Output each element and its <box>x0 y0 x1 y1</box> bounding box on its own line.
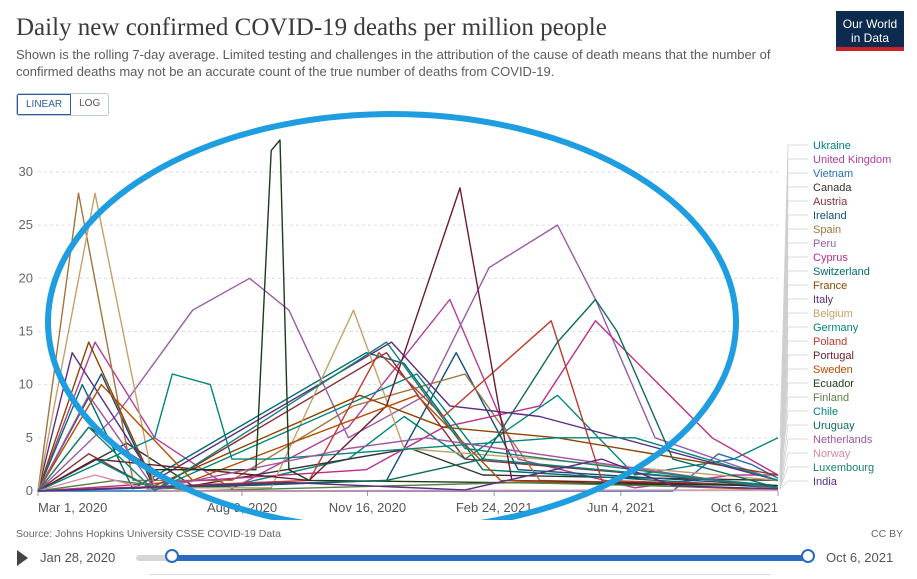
linear-scale-button[interactable]: LINEAR <box>17 94 72 115</box>
legend-item[interactable]: Cyprus <box>813 252 848 264</box>
legend-connector <box>779 438 808 489</box>
legend-item[interactable]: Luxembourg <box>813 462 874 474</box>
series-line-austria[interactable] <box>37 352 779 492</box>
tab-bar-divider <box>150 574 770 575</box>
timeline-end-handle[interactable] <box>801 549 815 563</box>
legend-item[interactable]: Belgium <box>813 308 853 320</box>
series-line-sweden[interactable] <box>37 383 779 492</box>
legend-item[interactable]: Spain <box>813 224 841 236</box>
series-line-luxembourg[interactable] <box>37 341 779 492</box>
legend-item[interactable]: Peru <box>813 238 836 250</box>
series-line-uruguay[interactable] <box>37 298 779 492</box>
timeline-end-label: Oct 6, 2021 <box>826 550 894 565</box>
legend-item[interactable]: Italy <box>813 294 834 306</box>
legend-item[interactable]: Ecuador <box>813 378 854 390</box>
series-line-india[interactable] <box>37 458 779 492</box>
line-chart: 0 5 10 15 20 25 30 Mar 1, 2020 Aug 9, 2020 Nov 1… <box>19 111 891 520</box>
legend-connector <box>779 312 808 481</box>
x-tick-label: Mar 1, 2020 <box>38 500 107 515</box>
legend-item[interactable]: Norway <box>813 448 851 460</box>
source-note: Source: Johns Hopkins University CSSE CO… <box>16 528 281 540</box>
legend-item[interactable]: Poland <box>813 336 847 348</box>
x-tick-label: Jun 4, 2021 <box>587 500 655 515</box>
y-tick-label: 15 <box>19 323 33 338</box>
legend-item[interactable]: France <box>813 280 847 292</box>
legend-item[interactable]: Ukraine <box>813 140 851 152</box>
owid-logo[interactable]: Our World in Data <box>836 11 904 51</box>
y-tick-label: 30 <box>19 164 33 179</box>
legend-item[interactable]: Vietnam <box>813 168 853 180</box>
x-axis-labels: Mar 1, 2020 Aug 9, 2020 Nov 16, 2020 Feb 24… <box>37 491 779 515</box>
legend-item[interactable]: Austria <box>813 196 848 208</box>
timeline-track-inactive[interactable] <box>136 555 172 561</box>
legend-item[interactable]: Switzerland <box>813 266 870 278</box>
logo-line-2: in Data <box>850 31 890 45</box>
legend-item[interactable]: Sweden <box>813 364 853 376</box>
series-line-peru[interactable] <box>37 224 779 492</box>
legend-connector <box>779 354 808 486</box>
legend-connector <box>779 424 808 488</box>
series-line-norway[interactable] <box>37 474 779 492</box>
legend-item[interactable]: India <box>813 476 838 488</box>
gridlines <box>38 171 778 492</box>
legend-connector <box>779 382 808 486</box>
series-line-cyprus[interactable] <box>37 320 779 492</box>
legend-connector <box>779 410 808 481</box>
series-lines <box>37 139 779 492</box>
legend-item[interactable]: United Kingdom <box>813 154 891 166</box>
log-scale-button[interactable]: LOG <box>79 98 101 109</box>
legend-connector <box>779 144 808 438</box>
legend: Ukraine United Kingdom Vietnam Canada Austri… <box>779 140 891 490</box>
series-line-belgium[interactable] <box>37 192 779 492</box>
scale-toggle: LINEAR LOG <box>16 93 110 116</box>
legend-connector <box>779 452 808 490</box>
legend-item[interactable]: Canada <box>813 182 852 194</box>
legend-item[interactable]: Finland <box>813 392 849 404</box>
y-tick-label: 5 <box>26 430 33 445</box>
chart-subtitle: Shown is the rolling 7-day average. Limi… <box>16 47 771 79</box>
y-axis-labels: 0 5 10 15 20 25 30 <box>19 164 33 498</box>
logo-line-1: Our World <box>842 17 898 31</box>
license-link[interactable]: CC BY <box>871 528 904 540</box>
y-tick-label: 20 <box>19 270 33 285</box>
series-line-ecuador[interactable] <box>37 139 779 492</box>
chart-title: Daily new confirmed COVID-19 deaths per … <box>16 14 607 41</box>
legend-item[interactable]: Ireland <box>813 210 847 222</box>
series-line-canada[interactable] <box>37 442 779 492</box>
x-tick-label: Nov 16, 2020 <box>329 500 406 515</box>
series-line-italy[interactable] <box>37 341 779 492</box>
y-tick-label: 25 <box>19 217 33 232</box>
timeline-start-handle[interactable] <box>165 549 179 563</box>
x-tick-label: Feb 24, 2021 <box>456 500 533 515</box>
legend-item[interactable]: Chile <box>813 406 838 418</box>
x-tick-label: Oct 6, 2021 <box>711 500 778 515</box>
legend-item[interactable]: Germany <box>813 322 859 334</box>
timeline-start-label: Jan 28, 2020 <box>40 550 116 565</box>
legend-connector <box>779 480 808 490</box>
series-line-switzerland[interactable] <box>37 352 779 492</box>
legend-connector <box>779 466 808 488</box>
y-tick-label: 10 <box>19 377 33 392</box>
timeline-track-selected[interactable] <box>172 555 809 561</box>
timeline: Jan 28, 2020 Oct 6, 2021 <box>0 545 917 571</box>
play-icon[interactable] <box>17 550 28 566</box>
y-tick-label: 0 <box>26 483 33 498</box>
legend-item[interactable]: Uruguay <box>813 420 855 432</box>
highlight-ellipse <box>45 111 739 520</box>
legend-item[interactable]: Netherlands <box>813 434 873 446</box>
series-line-chile[interactable] <box>37 373 779 492</box>
legend-item[interactable]: Portugal <box>813 350 854 362</box>
